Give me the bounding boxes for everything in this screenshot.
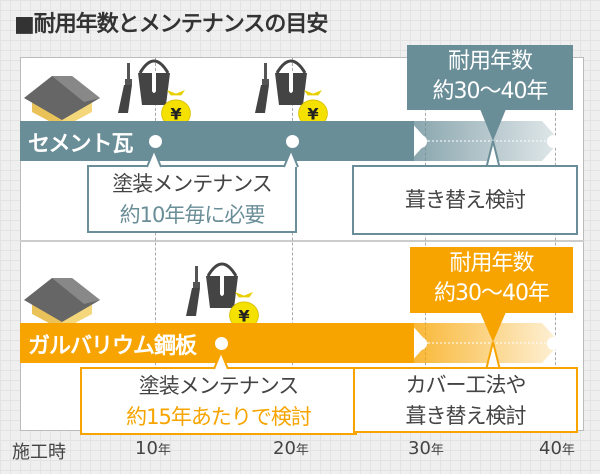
- house-icon: [22, 68, 102, 128]
- lifespan-title: 耐用年数: [447, 49, 533, 74]
- gridline-30: [425, 58, 426, 430]
- material-label: セメント瓦: [28, 132, 134, 157]
- galvalume-bar: ガルバリウム鋼板: [20, 323, 580, 363]
- lifespan-value: 約30〜40年: [432, 79, 549, 104]
- callout-title: 塗装メンテナンス: [138, 374, 300, 398]
- axis-start-label: 施工時: [12, 442, 66, 463]
- milestone-dot: [414, 135, 427, 148]
- lifespan-value: 約30〜40年: [434, 281, 550, 306]
- lifespan-label: 耐用年数 約30〜40年: [410, 247, 573, 313]
- maintenance-callout: 塗装メンテナンス 約15年あたりで検討: [80, 367, 357, 435]
- axis-tick-20: 20年: [273, 438, 309, 459]
- axis-tick-40: 40年: [539, 438, 575, 459]
- gridline-10: [155, 58, 156, 430]
- maintenance-callout: 塗装メンテナンス 約10年毎に必要: [87, 165, 297, 233]
- milestone-dot: [215, 337, 228, 350]
- milestone-dot: [547, 135, 560, 148]
- axis-tick-30: 30年: [408, 438, 444, 459]
- milestone-dot: [286, 135, 299, 148]
- house-icon: [22, 270, 102, 330]
- callout-detail: 約15年あたりで検討: [126, 405, 312, 429]
- end-callout: 葺き替え検討: [352, 165, 578, 235]
- callout-title: 塗装メンテナンス: [112, 172, 273, 196]
- callout-detail: 約10年毎に必要: [119, 203, 266, 227]
- callout-title: 葺き替え検討: [405, 188, 526, 212]
- lifespan-title: 耐用年数: [449, 251, 534, 276]
- end-callout: カバー工法や 葺き替え検討: [353, 367, 578, 433]
- milestone-dot: [149, 135, 162, 148]
- gridline-20: [292, 58, 293, 430]
- material-label: ガルバリウム鋼板: [28, 334, 197, 359]
- gridline-40: [555, 58, 556, 430]
- milestone-dot: [414, 337, 427, 350]
- row-divider: [20, 240, 584, 242]
- cement-tile-bar: セメント瓦: [20, 121, 580, 161]
- axis-tick-10: 10年: [135, 438, 171, 459]
- callout-detail: 葺き替え検討: [405, 404, 527, 428]
- callout-title: カバー工法や: [405, 373, 527, 397]
- milestone-dot: [547, 337, 560, 350]
- lifespan-label: 耐用年数 約30〜40年: [407, 45, 573, 110]
- page-title: ■耐用年数とメンテナンスの目安: [14, 12, 328, 37]
